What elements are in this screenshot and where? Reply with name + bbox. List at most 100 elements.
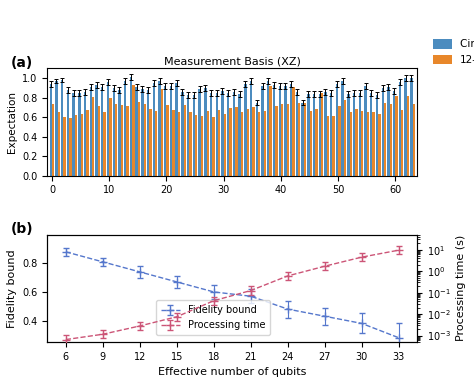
Bar	[412, 105, 415, 176]
Bar	[281, 105, 283, 176]
Bar	[107, 82, 109, 176]
Bar	[321, 93, 323, 176]
Bar	[376, 95, 378, 176]
Bar	[246, 109, 249, 176]
Bar	[273, 85, 275, 176]
Bar	[192, 95, 195, 176]
Bar	[127, 106, 129, 176]
Bar	[233, 92, 235, 176]
Bar	[216, 93, 218, 176]
Bar	[212, 117, 215, 176]
Bar	[361, 111, 364, 176]
Bar	[178, 112, 180, 176]
Bar	[144, 103, 146, 176]
Bar	[218, 110, 220, 176]
Bar	[172, 110, 174, 176]
Bar	[147, 90, 149, 176]
Bar	[353, 93, 356, 176]
Bar	[58, 112, 60, 176]
Bar	[250, 81, 252, 176]
Bar	[189, 112, 192, 176]
Bar	[301, 103, 304, 176]
Bar	[244, 84, 246, 176]
Bar	[141, 89, 144, 176]
Bar	[356, 109, 358, 176]
Bar	[287, 103, 289, 176]
Bar	[399, 82, 401, 176]
Bar	[153, 83, 155, 176]
Y-axis label: Expectation: Expectation	[7, 91, 17, 153]
Bar	[86, 110, 89, 176]
Bar	[373, 112, 375, 176]
Bar	[407, 96, 409, 176]
Bar	[292, 87, 295, 176]
Bar	[350, 112, 352, 176]
Bar	[359, 93, 361, 176]
Bar	[207, 111, 209, 176]
Bar	[319, 94, 321, 176]
Y-axis label: Fidelity bound: Fidelity bound	[7, 249, 17, 328]
Bar	[195, 115, 198, 176]
Bar	[175, 83, 178, 176]
Legend: Fidelity bound, Processing time: Fidelity bound, Processing time	[156, 301, 270, 335]
Bar	[75, 115, 77, 176]
Bar	[158, 81, 161, 176]
Bar	[181, 92, 183, 176]
Bar	[290, 84, 292, 176]
Bar	[98, 106, 100, 176]
Bar	[267, 81, 269, 176]
Bar	[307, 94, 310, 176]
Bar	[324, 92, 327, 176]
Bar	[201, 116, 203, 176]
Bar	[404, 78, 407, 176]
Bar	[227, 93, 229, 176]
Bar	[52, 103, 55, 176]
Bar	[378, 114, 381, 176]
Bar	[112, 88, 115, 176]
Bar	[149, 109, 152, 176]
Bar	[313, 94, 315, 176]
Bar	[252, 108, 255, 176]
Bar	[269, 86, 272, 176]
Bar	[338, 106, 340, 176]
Bar	[255, 103, 258, 176]
Bar	[327, 116, 329, 176]
Bar	[238, 94, 241, 176]
Bar	[382, 88, 384, 176]
Bar	[304, 103, 306, 176]
Bar	[210, 93, 212, 176]
Bar	[235, 108, 237, 176]
Bar	[221, 91, 224, 176]
Bar	[279, 86, 281, 176]
Bar	[395, 96, 398, 176]
Text: (a): (a)	[10, 55, 33, 70]
Bar	[161, 89, 163, 176]
Title: Measurement Basis (XZ): Measurement Basis (XZ)	[164, 56, 301, 66]
Bar	[315, 109, 318, 176]
Bar	[132, 85, 135, 176]
Bar	[390, 105, 392, 176]
Bar	[170, 86, 172, 176]
Bar	[258, 112, 260, 176]
Bar	[275, 106, 278, 176]
Legend: Circuit cutting, 12-qubit: Circuit cutting, 12-qubit	[430, 36, 474, 68]
Bar	[92, 97, 94, 176]
Bar	[90, 87, 92, 176]
Bar	[330, 93, 332, 176]
Bar	[78, 93, 81, 176]
Bar	[69, 118, 72, 176]
Bar	[387, 87, 390, 176]
Bar	[130, 77, 132, 176]
Bar	[298, 103, 301, 176]
Bar	[103, 112, 106, 176]
Bar	[118, 90, 121, 176]
Bar	[336, 84, 338, 176]
Bar	[138, 101, 140, 176]
Bar	[332, 116, 335, 176]
Bar	[50, 84, 52, 176]
Bar	[241, 112, 243, 176]
Bar	[310, 111, 312, 176]
Bar	[166, 106, 169, 176]
Bar	[401, 110, 403, 176]
Bar	[115, 103, 118, 176]
